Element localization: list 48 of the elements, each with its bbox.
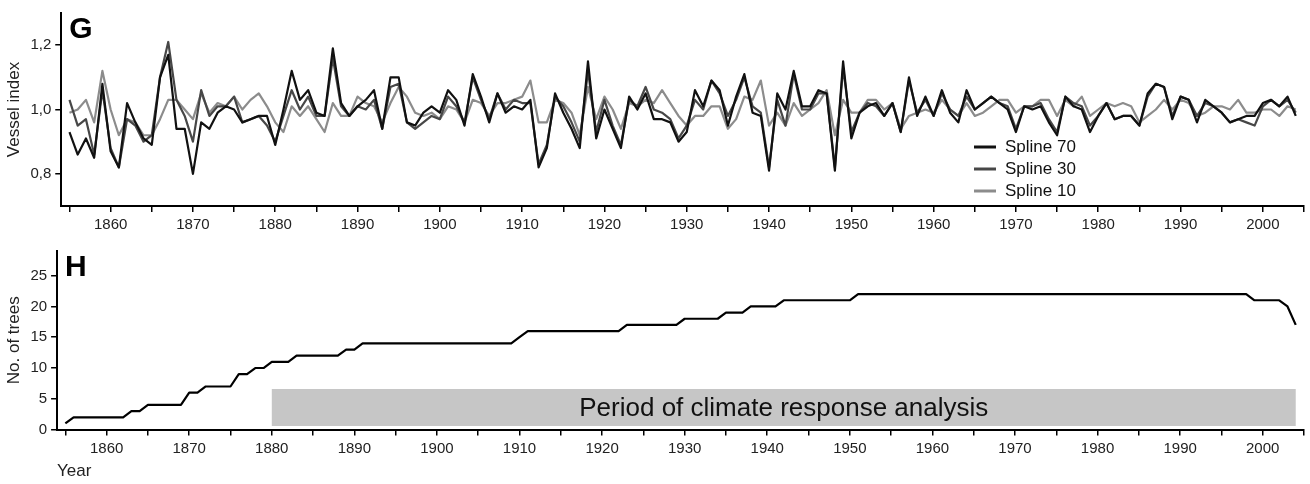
y-tick-label: 1,2 <box>30 35 52 53</box>
x-tick-label: 1870 <box>172 438 206 456</box>
x-tick-label: 1920 <box>585 438 619 456</box>
x-tick-label: 1860 <box>89 438 124 456</box>
x-tick-label: 1950 <box>834 215 869 233</box>
x-tick-label: 1990 <box>1163 438 1197 456</box>
x-tick-label: 1940 <box>752 215 786 233</box>
x-tick-label: 1950 <box>833 438 867 456</box>
x-tick-label: 1910 <box>502 438 537 456</box>
band-label: Period of climate response analysis <box>579 391 989 422</box>
x-tick-label: 1900 <box>423 215 457 233</box>
x-tick-label: 1980 <box>1081 215 1115 233</box>
x-tick-label: 1880 <box>258 215 292 233</box>
x-tick-label: 1930 <box>667 438 702 456</box>
y-tick-label: 1,0 <box>30 99 52 117</box>
x-tick-label: 1880 <box>255 438 289 456</box>
x-tick-label: 1860 <box>93 215 128 233</box>
x-tick-label: 1940 <box>750 438 784 456</box>
y-tick-label: 0,8 <box>30 163 52 181</box>
x-tick-label: 1970 <box>999 215 1033 233</box>
x-tick-label: 1900 <box>420 438 454 456</box>
y-tick-label: 0 <box>38 419 48 437</box>
x-tick-label: 1890 <box>340 215 375 233</box>
y-axis-title: No. of trees <box>3 296 23 385</box>
x-axis-title: Year <box>57 461 92 481</box>
y-tick-label: 20 <box>30 296 48 314</box>
legend-label: Spline 70 <box>1005 136 1076 156</box>
legend-label: Spline 30 <box>1005 158 1076 178</box>
y-tick-label: 15 <box>30 327 48 345</box>
chart-title: H <box>65 249 87 283</box>
x-tick-label: 1890 <box>337 438 372 456</box>
x-tick-label: 2000 <box>1246 215 1280 233</box>
y-tick-label: 10 <box>30 358 48 376</box>
x-tick-label: 2000 <box>1246 438 1280 456</box>
y-tick-label: 5 <box>38 388 48 406</box>
x-tick-label: 1930 <box>670 215 704 233</box>
y-axis-title: Vessel index <box>3 61 23 158</box>
x-tick-label: 1960 <box>915 438 950 456</box>
chart-title: G <box>69 11 93 45</box>
x-tick-label: 1990 <box>1163 215 1198 233</box>
y-tick-label: 25 <box>30 265 48 283</box>
x-tick-label: 1960 <box>916 215 951 233</box>
x-tick-label: 1980 <box>1080 438 1115 456</box>
x-tick-label: 1920 <box>587 215 622 233</box>
x-tick-label: 1970 <box>998 438 1032 456</box>
x-tick-label: 1910 <box>505 215 539 233</box>
legend-label: Spline 10 <box>1005 180 1076 200</box>
x-tick-label: 1870 <box>176 215 210 233</box>
